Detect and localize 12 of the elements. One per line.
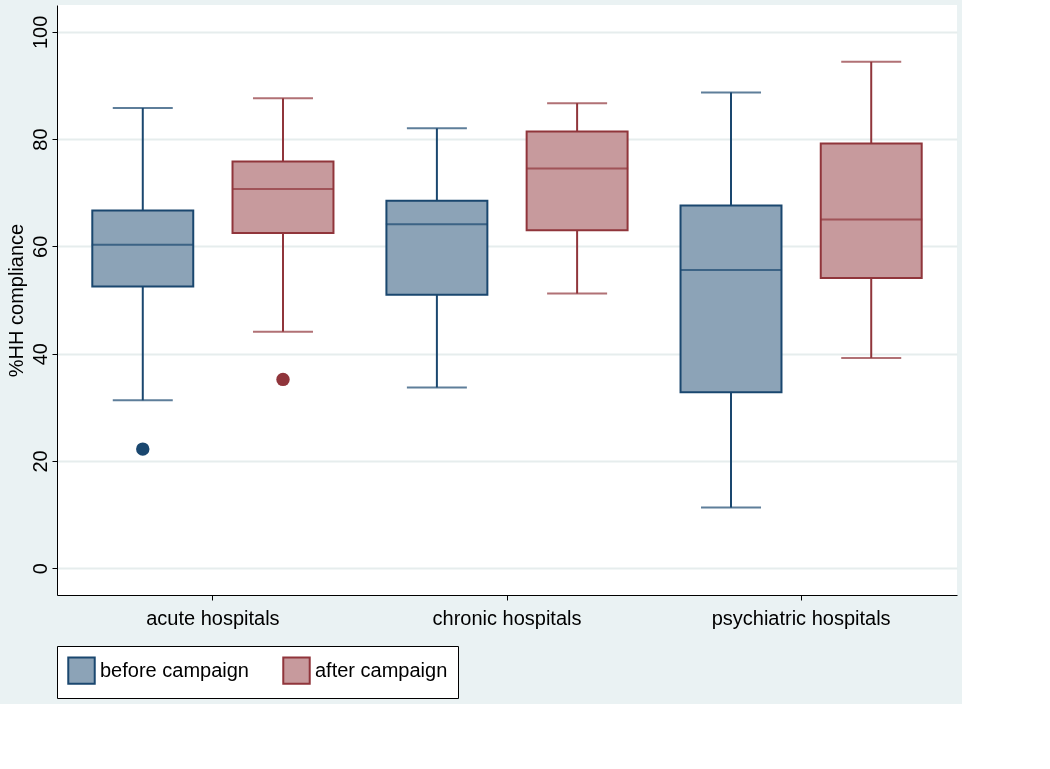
y-tick-label: 0 [28, 563, 51, 575]
y-tick-label: 60 [28, 235, 51, 258]
x-tick-label: acute hospitals [146, 606, 280, 629]
y-tick-label: 80 [28, 128, 51, 151]
y-tick-label: 40 [28, 343, 51, 366]
x-tick-label: psychiatric hospitals [711, 606, 891, 629]
legend-label: after campaign [315, 658, 448, 681]
y-tick-label: 100 [28, 15, 51, 50]
x-tick-label: chronic hospitals [432, 606, 582, 629]
legend-label: before campaign [100, 658, 249, 681]
y-axis-title: %HH compliance [4, 223, 27, 378]
y-tick-label: 20 [28, 450, 51, 473]
